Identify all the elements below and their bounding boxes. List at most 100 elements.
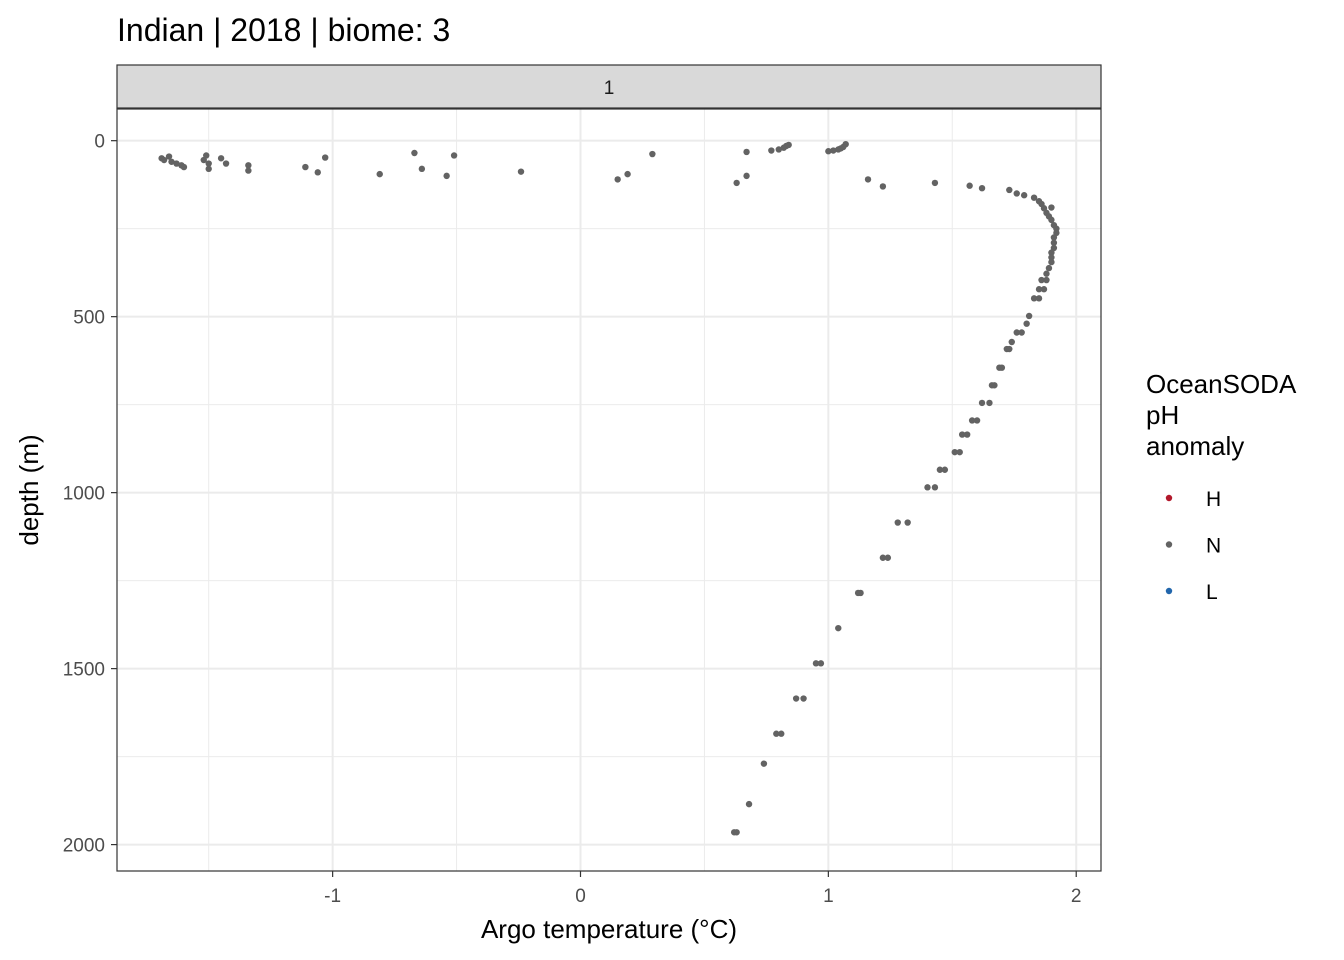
data-point [376, 170, 383, 178]
legend: OceanSODA pH anomaly H NL [1146, 369, 1302, 604]
data-point [1050, 234, 1058, 241]
y-tick-label: 1500 [63, 660, 105, 681]
data-point [1043, 276, 1050, 284]
data-point [986, 399, 993, 407]
x-axis-title: Argo temperature (°C) [481, 914, 737, 944]
data-point [165, 153, 173, 160]
legend-key-l [1165, 587, 1173, 595]
data-point [835, 624, 842, 632]
legend-entries: H NL [1165, 488, 1221, 604]
panel-background [117, 109, 1101, 871]
data-point [760, 760, 768, 767]
data-point [1048, 254, 1055, 261]
y-axis: 0 500 1000 1500 2000 [63, 132, 117, 857]
data-point [879, 554, 887, 561]
data-point [222, 160, 230, 167]
x-axis: -1 0 1 2 [324, 871, 1082, 907]
data-point [973, 417, 981, 424]
y-tick-label: 0 [94, 132, 105, 153]
y-tick-label: 1000 [63, 484, 105, 505]
data-point [966, 182, 973, 189]
data-point [160, 156, 168, 164]
data-point [936, 466, 944, 473]
x-tick-label: 1 [823, 886, 834, 907]
plot-panel [116, 108, 1102, 872]
data-point [924, 484, 931, 491]
data-point [1030, 194, 1038, 201]
data-point [991, 382, 998, 389]
data-point [817, 660, 825, 667]
legend-title: OceanSODA pH anomaly [1146, 369, 1302, 461]
legend-title-line-3: anomaly [1146, 431, 1244, 461]
data-point [978, 184, 986, 192]
data-point [792, 695, 800, 702]
data-point [649, 150, 656, 158]
data-point [1050, 239, 1058, 246]
legend-label-l: L [1206, 581, 1218, 604]
x-tick-label: 0 [575, 886, 586, 907]
y-tick-label: 2000 [63, 836, 105, 857]
facet-strip-label: 1 [604, 78, 615, 99]
data-point [1048, 204, 1055, 211]
data-point [1048, 249, 1055, 256]
data-point [941, 466, 949, 473]
data-point [418, 165, 426, 173]
data-point [1030, 295, 1038, 302]
data-point [1023, 320, 1030, 327]
data-point [778, 730, 785, 737]
data-point [1048, 258, 1055, 266]
data-point [1020, 192, 1028, 199]
data-point [517, 168, 525, 175]
data-point [1008, 338, 1015, 346]
data-point [1018, 329, 1025, 336]
data-point [173, 160, 180, 167]
y-tick-label: 500 [73, 308, 105, 329]
data-point [411, 149, 418, 157]
data-point [773, 730, 780, 737]
data-point [825, 148, 832, 155]
data-point [614, 176, 621, 183]
data-point [956, 448, 963, 456]
data-point [743, 148, 750, 156]
data-point [958, 431, 966, 438]
data-point [894, 519, 901, 526]
data-point [864, 176, 872, 183]
data-point [1035, 295, 1043, 302]
data-point [203, 152, 210, 159]
data-point [1013, 190, 1020, 197]
data-point [245, 162, 252, 169]
data-point [443, 172, 450, 180]
data-point [322, 154, 329, 161]
data-point [743, 172, 750, 180]
data-point [830, 147, 837, 154]
minor-gridlines [117, 109, 1101, 871]
data-point [968, 417, 976, 424]
data-point [904, 519, 911, 526]
data-point [768, 147, 775, 154]
chart-title: Indian | 2018 | biome: 3 [117, 12, 450, 48]
data-point [205, 165, 212, 173]
data-point [931, 179, 939, 187]
legend-key-n [1165, 541, 1173, 548]
data-point [1048, 216, 1055, 224]
data-point [314, 169, 321, 176]
data-point [450, 152, 458, 159]
data-point [217, 155, 225, 162]
data-point [1006, 345, 1013, 353]
data-point [951, 448, 958, 456]
legend-title-line-2: pH [1146, 400, 1179, 430]
data-point [168, 158, 175, 165]
data-point [998, 364, 1006, 371]
data-point [812, 660, 820, 667]
x-tick-label: 2 [1071, 886, 1082, 907]
y-axis-title: depth (m) [14, 434, 44, 545]
data-point [884, 554, 892, 561]
data-point [978, 399, 986, 407]
data-point [1025, 312, 1033, 320]
data-point [842, 140, 849, 148]
data-point [180, 163, 188, 171]
facet-strip-background [116, 64, 1102, 109]
data-point [1006, 186, 1013, 194]
panel-border [116, 108, 1102, 872]
